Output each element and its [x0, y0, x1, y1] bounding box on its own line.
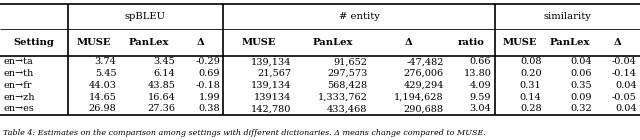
Text: 297,573: 297,573	[327, 69, 367, 78]
Text: 433,468: 433,468	[327, 104, 367, 113]
Text: -0.05: -0.05	[612, 93, 637, 102]
Text: 0.32: 0.32	[570, 104, 592, 113]
Text: 0.04: 0.04	[570, 57, 592, 66]
Text: Δ: Δ	[197, 38, 205, 47]
Text: 16.64: 16.64	[147, 93, 175, 102]
Text: Δ: Δ	[405, 38, 413, 47]
Text: 0.09: 0.09	[570, 93, 592, 102]
Text: 0.06: 0.06	[570, 69, 592, 78]
Text: 21,567: 21,567	[257, 69, 291, 78]
Text: 44.03: 44.03	[88, 81, 116, 90]
Text: PanLex: PanLex	[550, 38, 590, 47]
Text: -0.18: -0.18	[195, 81, 220, 90]
Text: en→fr: en→fr	[3, 81, 32, 90]
Text: 568,428: 568,428	[327, 81, 367, 90]
Text: 4.09: 4.09	[470, 81, 492, 90]
Text: -0.29: -0.29	[195, 57, 220, 66]
Text: 43.85: 43.85	[147, 81, 175, 90]
Text: MUSE: MUSE	[76, 38, 111, 47]
Text: ratio: ratio	[457, 38, 484, 47]
Text: 0.14: 0.14	[520, 93, 541, 102]
Text: 0.31: 0.31	[520, 81, 541, 90]
Text: -0.04: -0.04	[612, 57, 637, 66]
Text: en→es: en→es	[3, 104, 34, 113]
Text: 1.99: 1.99	[198, 93, 220, 102]
Text: MUSE: MUSE	[242, 38, 276, 47]
Text: 14.65: 14.65	[88, 93, 116, 102]
Text: 6.14: 6.14	[154, 69, 175, 78]
Text: PanLex: PanLex	[312, 38, 353, 47]
Text: 276,006: 276,006	[404, 69, 444, 78]
Text: Setting: Setting	[13, 38, 54, 47]
Text: 0.66: 0.66	[470, 57, 492, 66]
Text: 1,194,628: 1,194,628	[394, 93, 444, 102]
Text: # entity: # entity	[339, 12, 380, 21]
Text: -47,482: -47,482	[406, 57, 444, 66]
Text: 3.74: 3.74	[95, 57, 116, 66]
Text: Δ: Δ	[614, 38, 621, 47]
Text: spBLEU: spBLEU	[125, 12, 166, 21]
Text: Table 4: Estimates on the comparison among settings with different dictionaries.: Table 4: Estimates on the comparison amo…	[3, 129, 486, 137]
Text: en→th: en→th	[3, 69, 33, 78]
Text: 139,134: 139,134	[251, 57, 291, 66]
Text: 27.36: 27.36	[147, 104, 175, 113]
Text: en→ta: en→ta	[3, 57, 33, 66]
Text: 91,652: 91,652	[333, 57, 367, 66]
Text: 139134: 139134	[254, 93, 291, 102]
Text: 26.98: 26.98	[88, 104, 116, 113]
Text: 142,780: 142,780	[251, 104, 291, 113]
Text: 3.45: 3.45	[154, 57, 175, 66]
Text: 139,134: 139,134	[251, 81, 291, 90]
Text: 9.59: 9.59	[470, 93, 492, 102]
Text: 0.28: 0.28	[520, 104, 541, 113]
Text: 0.20: 0.20	[520, 69, 541, 78]
Text: 429,294: 429,294	[403, 81, 444, 90]
Text: PanLex: PanLex	[129, 38, 169, 47]
Text: 0.35: 0.35	[570, 81, 592, 90]
Text: 5.45: 5.45	[95, 69, 116, 78]
Text: 1,333,762: 1,333,762	[317, 93, 367, 102]
Text: MUSE: MUSE	[502, 38, 537, 47]
Text: en→zh: en→zh	[3, 93, 35, 102]
Text: 0.38: 0.38	[198, 104, 220, 113]
Text: 3.04: 3.04	[470, 104, 492, 113]
Text: -0.14: -0.14	[612, 69, 637, 78]
Text: 0.04: 0.04	[615, 81, 637, 90]
Text: 0.08: 0.08	[520, 57, 541, 66]
Text: 290,688: 290,688	[404, 104, 444, 113]
Text: 13.80: 13.80	[463, 69, 492, 78]
Text: 0.69: 0.69	[199, 69, 220, 78]
Text: 0.04: 0.04	[615, 104, 637, 113]
Text: similarity: similarity	[543, 12, 591, 21]
